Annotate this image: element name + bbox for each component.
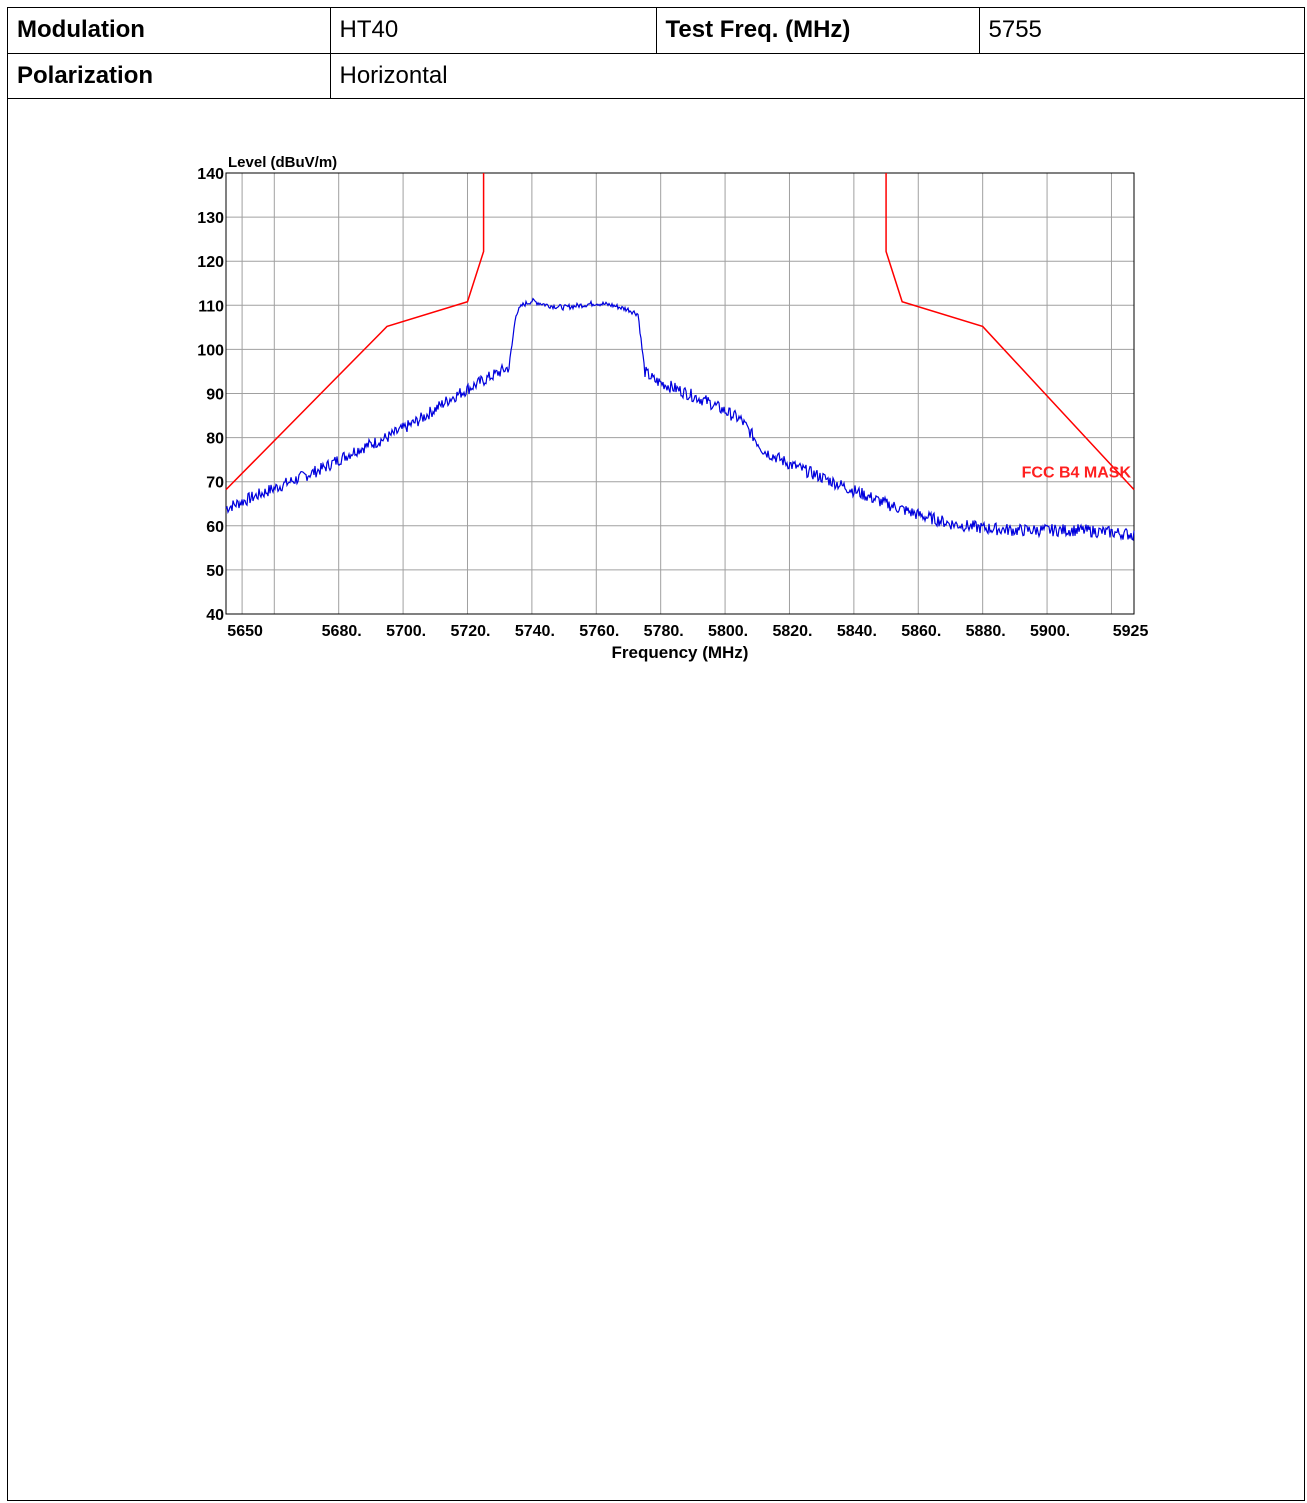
x-tick-label: 5650 bbox=[227, 623, 263, 640]
x-tick-label: 5820. bbox=[772, 623, 812, 640]
test-info-table: Modulation HT40 Test Freq. (MHz) 5755 Po… bbox=[8, 8, 1305, 99]
y-axis-label: Level (dBuV/m) bbox=[228, 154, 337, 171]
y-tick-label: 120 bbox=[197, 254, 224, 271]
y-tick-label: 70 bbox=[206, 475, 224, 492]
x-tick-label: 5760. bbox=[579, 623, 619, 640]
info-row-2: Polarization Horizontal bbox=[8, 52, 1305, 99]
x-tick-label: 5680. bbox=[322, 623, 362, 640]
y-tick-label: 140 bbox=[197, 166, 224, 183]
x-tick-label: 5840. bbox=[837, 623, 877, 640]
x-tick-label: 5880. bbox=[966, 623, 1006, 640]
x-tick-label: 5720. bbox=[450, 623, 490, 640]
test-freq-label: Test Freq. (MHz) bbox=[655, 8, 980, 54]
mask-limit-line bbox=[225, 173, 485, 491]
chart-series bbox=[225, 173, 1135, 541]
measured-trace-line bbox=[225, 297, 1135, 541]
mask-limit-line bbox=[885, 173, 1135, 491]
x-tick-label: 5800. bbox=[708, 623, 748, 640]
y-tick-label: 130 bbox=[197, 210, 224, 227]
report-frame: Modulation HT40 Test Freq. (MHz) 5755 Po… bbox=[7, 7, 1305, 1501]
info-row-1: Modulation HT40 Test Freq. (MHz) 5755 bbox=[8, 8, 1305, 54]
x-tick-label: 5740. bbox=[515, 623, 555, 640]
mask-legend-label: FCC B4 MASK bbox=[1022, 464, 1132, 481]
y-tick-label: 100 bbox=[197, 342, 224, 359]
modulation-value: HT40 bbox=[329, 8, 657, 54]
y-tick-label: 90 bbox=[206, 387, 224, 404]
x-axis-label: Frequency (MHz) bbox=[612, 643, 749, 662]
y-tick-label: 60 bbox=[206, 519, 224, 536]
x-tick-label: 5780. bbox=[644, 623, 684, 640]
polarization-value: Horizontal bbox=[329, 52, 1305, 99]
y-tick-label: 40 bbox=[206, 607, 224, 624]
modulation-label: Modulation bbox=[8, 8, 331, 54]
y-tick-label: 50 bbox=[206, 563, 224, 580]
polarization-label: Polarization bbox=[8, 52, 331, 99]
test-freq-value: 5755 bbox=[978, 8, 1305, 54]
chart-grid bbox=[226, 172, 1134, 615]
y-tick-label: 110 bbox=[198, 298, 224, 315]
plot-frame bbox=[225, 172, 1135, 615]
x-tick-label: 5700. bbox=[386, 623, 426, 640]
x-tick-label: 5925 bbox=[1113, 623, 1149, 640]
y-tick-label: 80 bbox=[206, 431, 224, 448]
x-tick-label: 5900. bbox=[1030, 623, 1070, 640]
x-tick-label: 5860. bbox=[901, 623, 941, 640]
chart-tick-labels: 40 50 60 70 80 90 100 110 120 130 140 5650 5680. 5700… bbox=[197, 166, 1148, 640]
emission-chart: 40 50 60 70 80 90 100 110 120 130 140 5650 5680. 5700… bbox=[197, 154, 1148, 662]
